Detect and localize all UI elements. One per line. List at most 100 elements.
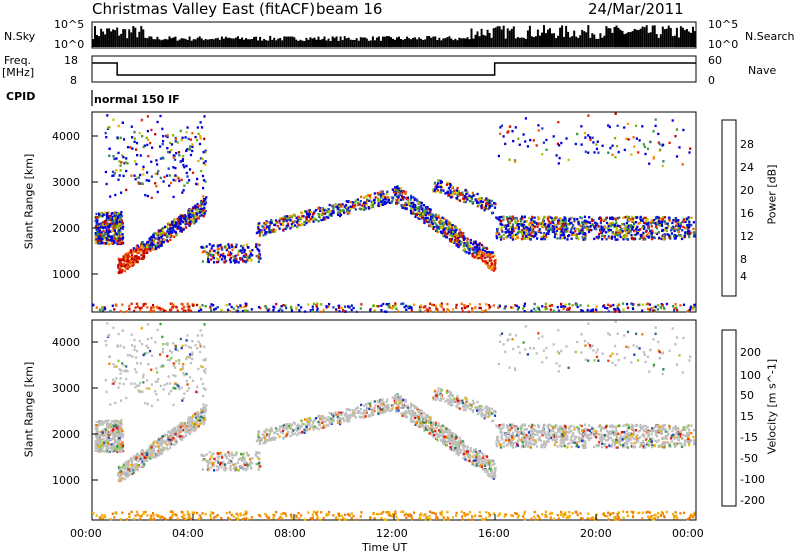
heatmap-cell	[201, 199, 204, 202]
heatmap-cell	[527, 223, 530, 226]
heatmap-cell	[346, 211, 349, 214]
nsky-bar	[333, 37, 336, 47]
heatmap-cell	[201, 212, 204, 215]
heatmap-cell	[531, 223, 534, 227]
heatmap-cell	[188, 417, 191, 420]
heatmap-cell	[212, 254, 215, 257]
nsky-bar	[204, 39, 207, 47]
heatmap-cell	[237, 250, 240, 253]
heatmap-cell	[115, 420, 118, 424]
heatmap-cell	[564, 305, 567, 308]
heatmap-cell	[239, 249, 242, 252]
heatmap-cell	[244, 304, 248, 308]
heatmap-cell	[113, 419, 116, 423]
heatmap-cell	[188, 168, 192, 171]
heatmap-cell	[161, 307, 164, 311]
heatmap-cell	[429, 213, 433, 216]
heatmap-cell	[102, 441, 105, 444]
heatmap-cell	[101, 431, 104, 434]
heatmap-cell	[613, 225, 616, 228]
heatmap-cell	[113, 218, 116, 222]
heatmap-cell	[119, 223, 122, 226]
heatmap-cell	[173, 235, 176, 238]
heatmap-cell	[120, 432, 123, 436]
heatmap-cell	[120, 224, 123, 228]
heatmap-cell	[496, 230, 499, 233]
heatmap-cell	[661, 304, 664, 307]
heatmap-cell	[552, 221, 555, 224]
heatmap-cell	[287, 217, 290, 220]
heatmap-cell	[554, 231, 557, 234]
heatmap-cell	[435, 184, 438, 187]
heatmap-cell	[338, 211, 342, 215]
heatmap-cell	[462, 243, 466, 246]
heatmap-cell	[493, 206, 497, 209]
heatmap-cell	[104, 419, 107, 423]
heatmap-cell	[222, 254, 225, 258]
heatmap-cell	[179, 218, 182, 221]
heatmap-cell	[670, 232, 673, 235]
heatmap-cell	[168, 430, 171, 433]
heatmap-cell	[492, 265, 495, 268]
heatmap-cell	[437, 214, 440, 217]
nsky-bar	[335, 36, 338, 47]
heatmap-cell	[172, 156, 175, 159]
heatmap-cell	[426, 220, 429, 224]
nsky-bar	[434, 36, 437, 47]
heatmap-cell	[583, 215, 586, 218]
heatmap-cell	[654, 222, 657, 225]
heatmap-cell	[400, 302, 403, 306]
heatmap-cell	[490, 262, 493, 265]
heatmap-cell	[148, 445, 151, 448]
heatmap-cell	[417, 211, 420, 214]
heatmap-cell	[118, 214, 121, 217]
heatmap-cell	[113, 426, 116, 430]
heatmap-cell	[661, 218, 664, 221]
heatmap-cell	[459, 231, 462, 234]
heatmap-cell	[634, 221, 638, 224]
heatmap-cell	[105, 436, 108, 439]
heatmap-cell	[386, 190, 389, 193]
nsky-bar	[577, 37, 580, 47]
heatmap-cell	[152, 241, 156, 245]
heatmap-cell	[597, 236, 600, 239]
heatmap-cell	[657, 216, 660, 219]
heatmap-cell	[484, 204, 488, 208]
nsky-bar	[216, 37, 219, 47]
heatmap-cell	[648, 162, 651, 165]
heatmap-cell	[360, 204, 363, 207]
heatmap-cell	[228, 250, 231, 254]
heatmap-cell	[164, 225, 167, 229]
heatmap-cell	[118, 241, 121, 244]
heatmap-cell	[445, 233, 448, 237]
heatmap-cell	[537, 218, 540, 221]
heatmap-cell	[639, 217, 642, 220]
heatmap-cell	[161, 231, 164, 235]
heatmap-cell	[198, 419, 202, 422]
heatmap-cell	[404, 196, 408, 200]
heatmap-cell	[246, 255, 249, 259]
heatmap-cell	[248, 250, 252, 253]
heatmap-cell	[207, 260, 210, 264]
heatmap-cell	[242, 305, 246, 308]
heatmap-cell	[607, 303, 610, 306]
heatmap-cell	[176, 217, 179, 221]
heatmap-cell	[455, 197, 459, 200]
heatmap-cell	[95, 445, 98, 448]
heatmap-cell	[177, 219, 180, 223]
nsky-bar	[170, 38, 173, 47]
heatmap-cell	[468, 302, 472, 306]
heatmap-cell	[373, 192, 376, 195]
nsky-bar	[110, 31, 113, 47]
heatmap-cell	[595, 308, 598, 312]
heatmap-cell	[350, 308, 353, 312]
heatmap-cell	[211, 244, 214, 248]
heatmap-cell	[204, 406, 207, 409]
nsky-bar	[283, 36, 286, 47]
nsky-bar	[591, 33, 594, 47]
heatmap-cell	[545, 226, 548, 230]
nsky-bar	[104, 34, 107, 47]
heatmap-cell	[618, 228, 621, 232]
heatmap-cell	[146, 451, 149, 455]
heatmap-cell	[115, 432, 118, 436]
